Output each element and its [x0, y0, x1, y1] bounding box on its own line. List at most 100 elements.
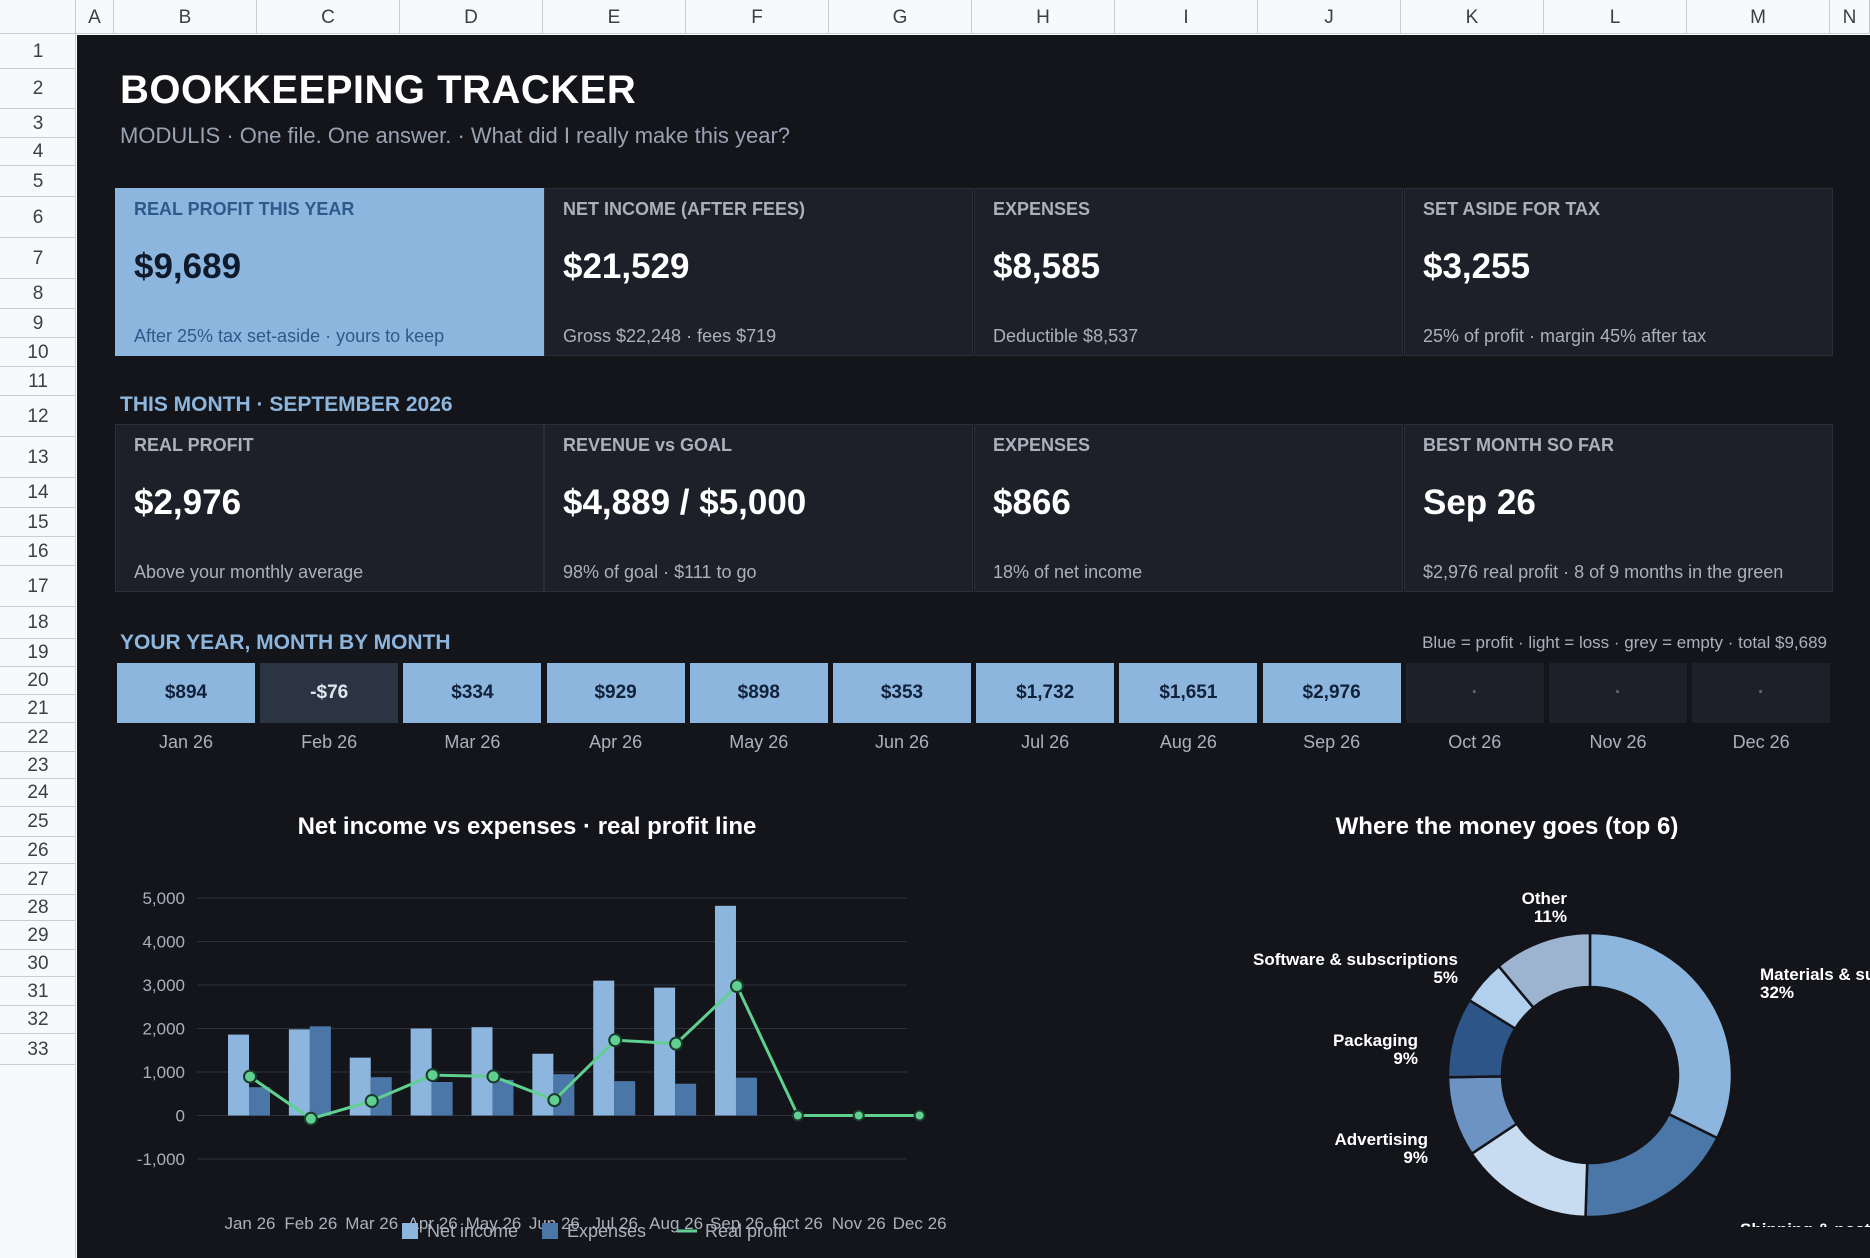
real-profit-point [243, 1069, 257, 1084]
row-header-16[interactable]: 16 [0, 537, 76, 566]
net-income-bar [471, 1027, 493, 1116]
row-header-24[interactable]: 24 [0, 779, 76, 807]
expenses-bar [249, 1087, 270, 1116]
net-income-bar [654, 987, 676, 1116]
net-income-bar [532, 1053, 554, 1116]
month-profit-cell: $929 [546, 663, 685, 723]
column-header-C[interactable]: C [257, 0, 400, 34]
real-profit-point [425, 1068, 440, 1083]
month-kpi-card: EXPENSES $866 18% of net income [974, 424, 1403, 592]
month-label: Jun 26 [874, 732, 930, 752]
expenses-bar [492, 1079, 514, 1116]
column-header-D[interactable]: D [400, 0, 543, 34]
row-header-33[interactable]: 33 [0, 1034, 76, 1065]
x-tick-label: Feb 26 [284, 1214, 337, 1233]
real-profit-point [608, 1033, 623, 1048]
column-header-J[interactable]: J [1258, 0, 1401, 34]
month-label: Apr 26 [589, 732, 643, 752]
donut-slice-pct: 9% [1403, 1148, 1428, 1167]
year-kpi-card: NET INCOME (AFTER FEES) $21,529 Gross $22,… [544, 188, 973, 356]
column-header-E[interactable]: E [543, 0, 686, 34]
real-profit-point [791, 1109, 804, 1122]
year-kpi-card: EXPENSES $8,585 Deductible $8,537 [974, 188, 1403, 356]
year-strip-title: YOUR YEAR, MONTH BY MONTH [120, 631, 451, 654]
row-header-18[interactable]: 18 [0, 607, 76, 639]
column-header-M[interactable]: M [1687, 0, 1830, 34]
column-header-L[interactable]: L [1544, 0, 1687, 34]
column-header-K[interactable]: K [1401, 0, 1544, 34]
row-header-31[interactable]: 31 [0, 977, 76, 1006]
row-header-9[interactable]: 9 [0, 309, 76, 338]
column-header-F[interactable]: F [686, 0, 829, 34]
row-header-2[interactable]: 2 [0, 69, 76, 109]
row-header-20[interactable]: 20 [0, 667, 76, 695]
month-label: May 26 [729, 732, 789, 752]
row-header-5[interactable]: 5 [0, 166, 76, 197]
year-strip-legend: Blue = profit · light = loss · grey = em… [1422, 633, 1827, 652]
month-label: Dec 26 [1732, 732, 1790, 752]
column-header-A[interactable]: A [76, 0, 114, 34]
donut-slice [1588, 931, 1734, 1140]
real-profit-point [913, 1109, 926, 1122]
year-kpi-card: REAL PROFIT THIS YEAR $9,689 After 25% tax… [115, 188, 544, 356]
donut-slice-label: Software & subscriptions [1253, 950, 1458, 969]
page-title: BOOKKEEPING TRACKER [120, 68, 637, 112]
kpi-label: REVENUE vs GOAL [563, 435, 733, 455]
row-header-4[interactable]: 4 [0, 138, 76, 166]
kpi-value: Sep 26 [1423, 483, 1536, 522]
row-header-14[interactable]: 14 [0, 478, 76, 508]
row-header-15[interactable]: 15 [0, 508, 76, 537]
month-label: Aug 26 [1159, 732, 1217, 752]
row-header-27[interactable]: 27 [0, 864, 76, 895]
row-header-19[interactable]: 19 [0, 639, 76, 667]
real-profit-point [486, 1069, 501, 1084]
row-header-30[interactable]: 30 [0, 950, 76, 977]
month-kpi-card: BEST MONTH SO FAR Sep 26 $2,976 real profi… [1404, 424, 1833, 592]
donut-chart: Materials & sup32%Shipping & postage18%E… [1253, 889, 1870, 1227]
expenses-bar [309, 1026, 331, 1116]
real-profit-line [249, 983, 920, 1121]
row-header-21[interactable]: 21 [0, 695, 76, 723]
row-header-7[interactable]: 7 [0, 238, 76, 279]
row-header-12[interactable]: 12 [0, 396, 76, 437]
column-header-H[interactable]: H [972, 0, 1115, 34]
row-header-11[interactable]: 11 [0, 367, 76, 396]
kpi-label: SET ASIDE FOR TAX [1423, 199, 1601, 219]
row-header-25[interactable]: 25 [0, 807, 76, 837]
x-tick-label: Sep 26 [710, 1214, 764, 1233]
row-header-29[interactable]: 29 [0, 921, 76, 950]
column-header-G[interactable]: G [829, 0, 972, 34]
select-all-corner[interactable] [0, 0, 76, 34]
row-header-26[interactable]: 26 [0, 837, 76, 864]
month-label: Nov 26 [1589, 732, 1647, 752]
column-header-B[interactable]: B [114, 0, 257, 34]
row-header-28[interactable]: 28 [0, 895, 76, 921]
month-kpi-card: REVENUE vs GOAL $4,889 / $5,000 98% of goa… [544, 424, 973, 592]
row-header-17[interactable]: 17 [0, 566, 76, 607]
y-tick-label: 2,000 [142, 1020, 185, 1039]
kpi-note: After 25% tax set-aside · yours to keep [134, 326, 445, 346]
month-profit-cell: $1,732 [976, 663, 1115, 723]
net-income-bar [228, 1034, 249, 1116]
row-header-6[interactable]: 6 [0, 197, 76, 238]
x-tick-label: Jul 26 [593, 1214, 638, 1233]
row-header-32[interactable]: 32 [0, 1006, 76, 1034]
row-header-10[interactable]: 10 [0, 338, 76, 367]
column-header-N[interactable]: N [1830, 0, 1870, 34]
legend-label-expenses: Expenses [567, 1221, 646, 1241]
month-profit-cell: $353 [833, 663, 971, 723]
row-header-8[interactable]: 8 [0, 279, 76, 309]
row-header-3[interactable]: 3 [0, 109, 76, 138]
month-profit-cell: -$76 [260, 663, 399, 723]
kpi-value: $4,889 / $5,000 [563, 483, 807, 522]
row-header-1[interactable]: 1 [0, 34, 76, 69]
row-header-13[interactable]: 13 [0, 437, 76, 478]
real-profit-point [852, 1109, 865, 1122]
x-tick-label: May 26 [466, 1214, 522, 1233]
row-header-23[interactable]: 23 [0, 752, 76, 779]
kpi-value: $866 [993, 483, 1071, 522]
row-header-22[interactable]: 22 [0, 723, 76, 752]
column-header-I[interactable]: I [1115, 0, 1258, 34]
donut-slice-pct: 32% [1760, 983, 1794, 1002]
